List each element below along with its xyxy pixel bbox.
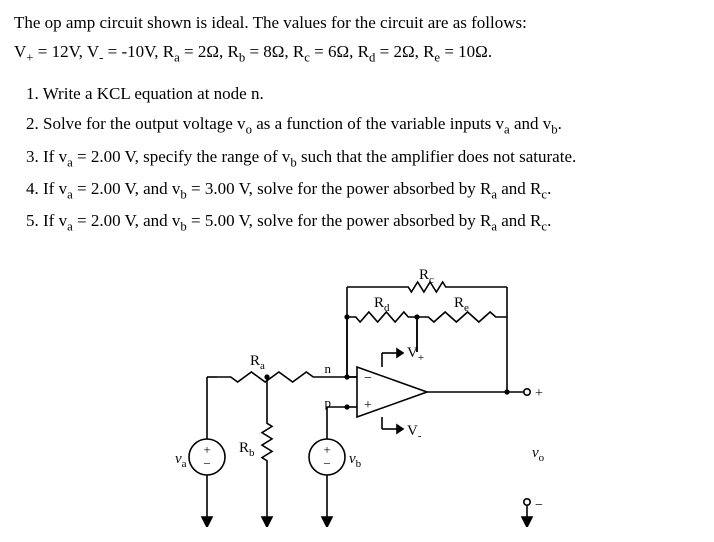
svg-text:Rb: Rb xyxy=(239,440,255,459)
question-list: 1. Write a KCL equation at node n. 2. So… xyxy=(26,79,700,239)
svg-text:Rd: Rd xyxy=(374,295,390,314)
svg-text:Re: Re xyxy=(454,295,469,314)
svg-text:V+: V+ xyxy=(407,345,424,364)
svg-text:−: − xyxy=(323,456,330,471)
svg-text:n: n xyxy=(325,361,332,376)
question-5: 5. If va = 2.00 V, and vb = 5.00 V, solv… xyxy=(26,206,700,238)
question-3: 3. If va = 2.00 V, specify the range of … xyxy=(26,142,700,174)
given-values: V+ = 12V, V- = -10V, Ra = 2Ω, Rb = 8Ω, R… xyxy=(14,42,700,65)
svg-text:V-: V- xyxy=(407,423,422,442)
question-1: 1. Write a KCL equation at node n. xyxy=(26,79,700,110)
svg-text:+: + xyxy=(203,442,210,457)
svg-text:+: + xyxy=(535,386,543,401)
svg-text:va: va xyxy=(175,451,187,470)
svg-text:vb: vb xyxy=(349,451,362,470)
question-4: 4. If va = 2.00 V, and vb = 3.00 V, solv… xyxy=(26,174,700,206)
svg-text:vo: vo xyxy=(532,445,545,464)
circuit-diagram: RdReRcV+−+V-+vo−nRaRb+−vap+−vb xyxy=(147,257,567,527)
problem-intro: The op amp circuit shown is ideal. The v… xyxy=(14,10,700,36)
svg-text:Ra: Ra xyxy=(250,353,265,372)
question-2: 2. Solve for the output voltage vo as a … xyxy=(26,109,700,141)
svg-text:−: − xyxy=(535,498,543,513)
svg-text:−: − xyxy=(364,371,372,386)
svg-text:+: + xyxy=(364,398,372,413)
svg-text:−: − xyxy=(203,456,210,471)
svg-text:+: + xyxy=(323,442,330,457)
